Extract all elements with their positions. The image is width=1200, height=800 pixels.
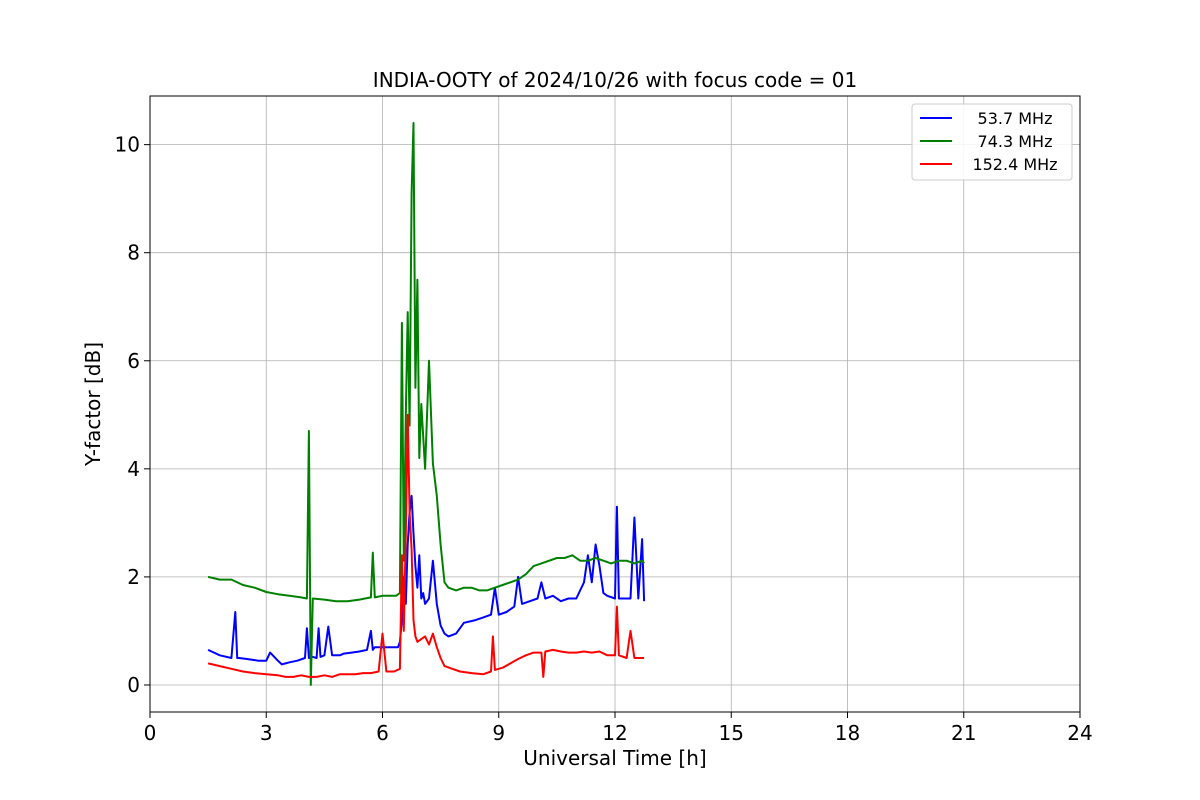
- legend-label-74-3: 74.3 MHz: [978, 132, 1053, 151]
- series-line-152-4-mhz: [207, 413, 645, 678]
- x-tick-label: 21: [951, 721, 976, 745]
- x-tick-label: 15: [719, 721, 744, 745]
- y-tick-label: 10: [115, 133, 140, 157]
- grid-layer: [149, 96, 1081, 712]
- x-tick-label: 12: [602, 721, 627, 745]
- chart-title: INDIA-OOTY of 2024/10/26 with focus code…: [373, 68, 857, 92]
- series-line-53-7-mhz: [207, 494, 646, 666]
- legend-box: [911, 103, 1073, 181]
- x-tick-label: 18: [835, 721, 860, 745]
- x-tick-label: 3: [260, 721, 273, 745]
- series-line-74-3-mhz: [207, 122, 645, 686]
- x-tick-label: 6: [376, 721, 389, 745]
- x-axis-label: Universal Time [h]: [523, 746, 706, 770]
- y-tick-label: 8: [127, 241, 140, 265]
- y-tick-label: 6: [127, 349, 140, 373]
- legend-label-53-7: 53.7 MHz: [978, 109, 1053, 128]
- y-tick-label: 2: [127, 565, 140, 589]
- series-layer: [207, 122, 646, 686]
- y-axis-label: Y-factor [dB]: [81, 342, 105, 467]
- x-tick-label: 24: [1067, 721, 1092, 745]
- y-tick-label: 4: [127, 457, 140, 481]
- x-tick-label: 0: [144, 721, 157, 745]
- x-tick-label: 9: [492, 721, 505, 745]
- y-tick-label: 0: [127, 673, 140, 697]
- legend: 53.7 MHz 74.3 MHz 152.4 MHz: [911, 103, 1073, 181]
- legend-label-152-4: 152.4 MHz: [972, 155, 1057, 174]
